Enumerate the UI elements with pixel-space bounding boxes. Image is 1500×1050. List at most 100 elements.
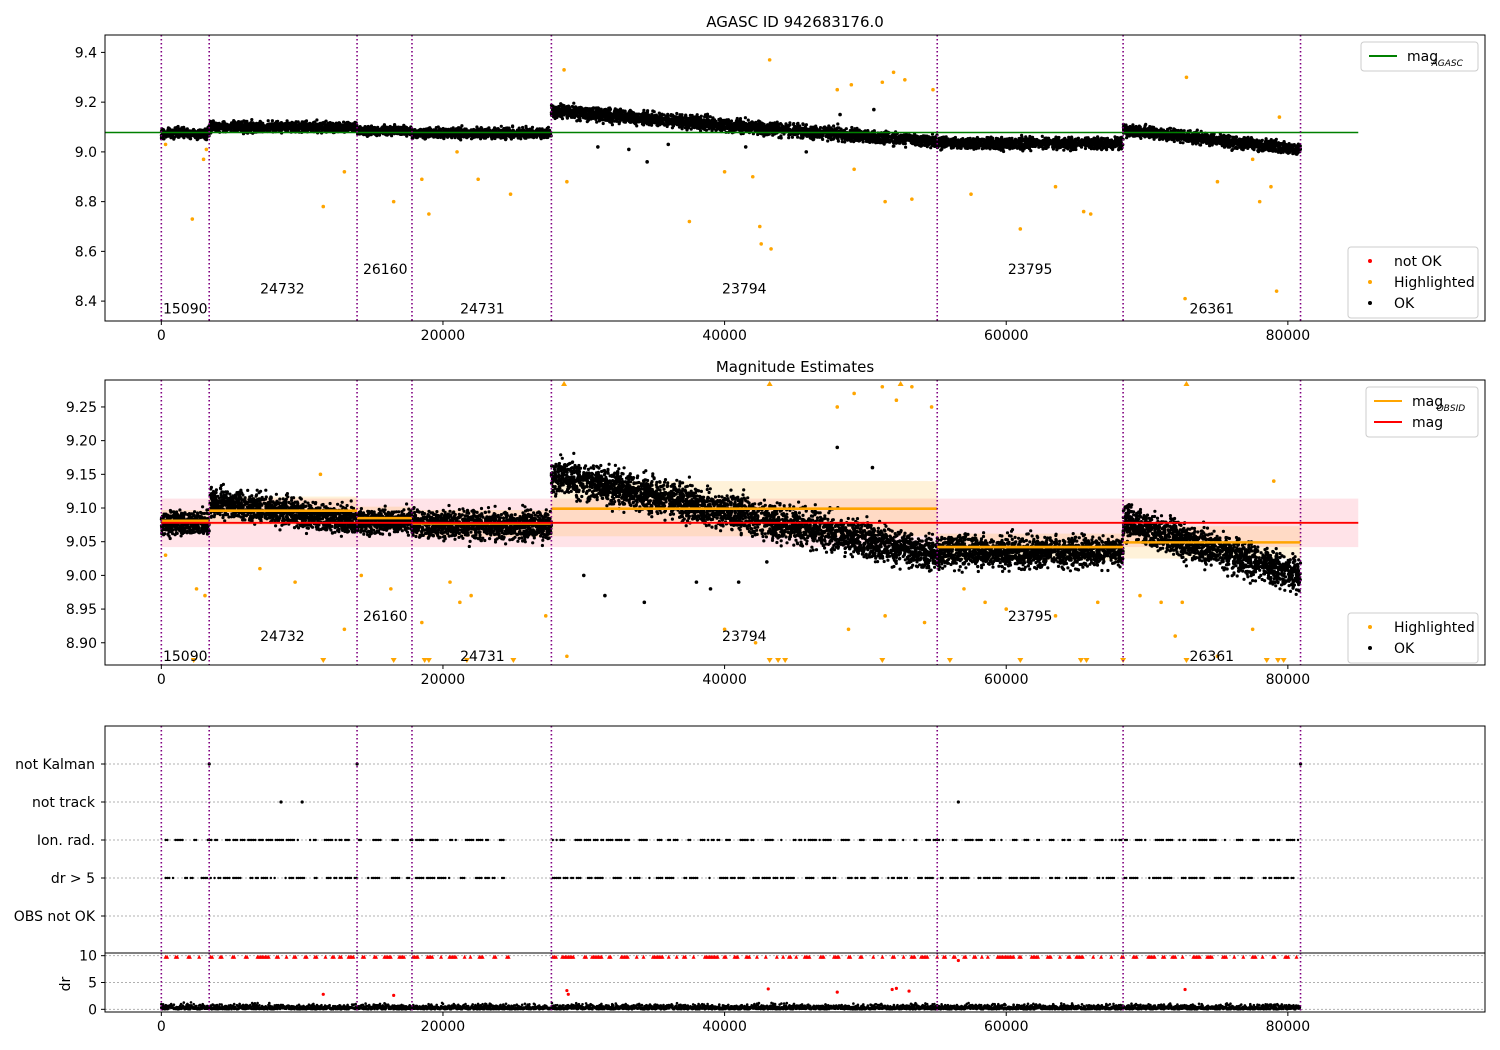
ok-point: [651, 114, 655, 119]
ok-point: [512, 132, 516, 136]
ok-point: [249, 121, 253, 125]
ok-point: [305, 127, 309, 131]
ok-point: [236, 123, 240, 127]
ok-point: [199, 134, 204, 138]
ok-point: [896, 136, 900, 140]
ok-point: [508, 135, 512, 139]
ok-point: [186, 135, 190, 139]
ok-point: [677, 125, 682, 129]
ok-point: [376, 127, 380, 131]
ok-point: [605, 118, 609, 122]
ok-point: [232, 123, 236, 127]
ok-point: [351, 125, 355, 130]
ok-point: [499, 124, 503, 128]
ok-point: [478, 133, 482, 137]
ok-point: [227, 123, 231, 127]
ok-point: [485, 132, 489, 136]
ok-point: [548, 128, 552, 133]
ok-point: [196, 128, 201, 132]
ok-point: [442, 133, 446, 137]
ok-point: [176, 124, 180, 129]
ok-point: [380, 128, 384, 132]
ok-point: [500, 136, 504, 140]
ok-point: [613, 107, 617, 111]
ok-point: [756, 132, 760, 137]
ok-point: [329, 123, 333, 127]
ok-point: [293, 128, 297, 132]
ok-point: [462, 132, 466, 136]
ok-point: [266, 125, 270, 129]
ok-point: [680, 124, 685, 128]
ok-point: [850, 125, 854, 130]
ok-point: [182, 134, 186, 138]
ok-point: [210, 122, 215, 127]
ok-point: [245, 119, 249, 123]
ok-point: [523, 135, 527, 139]
ok-point: [399, 125, 403, 129]
ok-point: [770, 123, 774, 128]
ok-point: [826, 139, 830, 143]
ok-point: [483, 127, 487, 132]
ok-point: [439, 128, 443, 132]
ok-point: [415, 136, 419, 140]
ok-point: [372, 127, 376, 131]
ok-point: [643, 113, 648, 117]
ok-point: [515, 128, 520, 132]
ok-point: [302, 124, 306, 128]
ok-point: [476, 128, 480, 132]
ok-point: [337, 121, 341, 125]
ok-point: [861, 140, 865, 144]
ok-point: [246, 125, 250, 129]
ok-point: [560, 114, 564, 118]
ok-point: [738, 117, 743, 121]
ok-point: [252, 121, 256, 126]
ok-point: [393, 123, 397, 127]
ok-point: [394, 129, 398, 133]
ok-point: [746, 118, 750, 122]
ok-point: [428, 127, 432, 131]
ok-point: [792, 122, 796, 126]
ok-point: [253, 125, 257, 129]
ok-point: [195, 138, 199, 142]
ok-point: [298, 122, 302, 126]
panel-title: AGASC ID 942683176.0: [706, 13, 884, 31]
ok-point: [601, 121, 605, 126]
ok-point: [312, 126, 316, 130]
ok-point: [344, 124, 348, 129]
ok-point: [259, 122, 263, 126]
ok-point: [492, 136, 496, 140]
ok-point: [688, 113, 693, 117]
ok-point: [404, 125, 408, 129]
ok-point: [890, 135, 894, 139]
agasc-magnitude-panel: AGASC ID 942683176.0 1509024732261602473…: [75, 13, 1486, 344]
ok-point: [891, 144, 895, 148]
ok-point: [585, 120, 589, 124]
ok-point: [270, 119, 274, 123]
ok-point: [290, 128, 295, 132]
ok-point: [489, 134, 493, 138]
ok-point: [242, 126, 246, 130]
ok-point: [460, 124, 464, 128]
ok-point: [304, 119, 309, 123]
ok-point: [539, 137, 543, 141]
ok-point: [324, 119, 328, 123]
ok-point: [436, 125, 440, 129]
ok-point: [498, 133, 502, 137]
ok-point: [645, 122, 649, 126]
ok-point: [527, 135, 531, 139]
ok-point: [510, 124, 515, 128]
ok-point: [801, 135, 805, 139]
ok-point: [506, 126, 510, 130]
ok-point: [205, 135, 209, 139]
ok-point: [284, 129, 288, 133]
ok-point: [262, 127, 266, 131]
ok-point: [350, 123, 354, 127]
ok-point: [705, 112, 710, 116]
ok-point: [504, 136, 508, 141]
ok-point: [214, 121, 218, 125]
ok-point: [836, 139, 841, 143]
ok-point: [290, 122, 294, 126]
ok-point: [836, 122, 840, 126]
ok-point: [300, 120, 304, 124]
ok-point: [172, 136, 176, 140]
